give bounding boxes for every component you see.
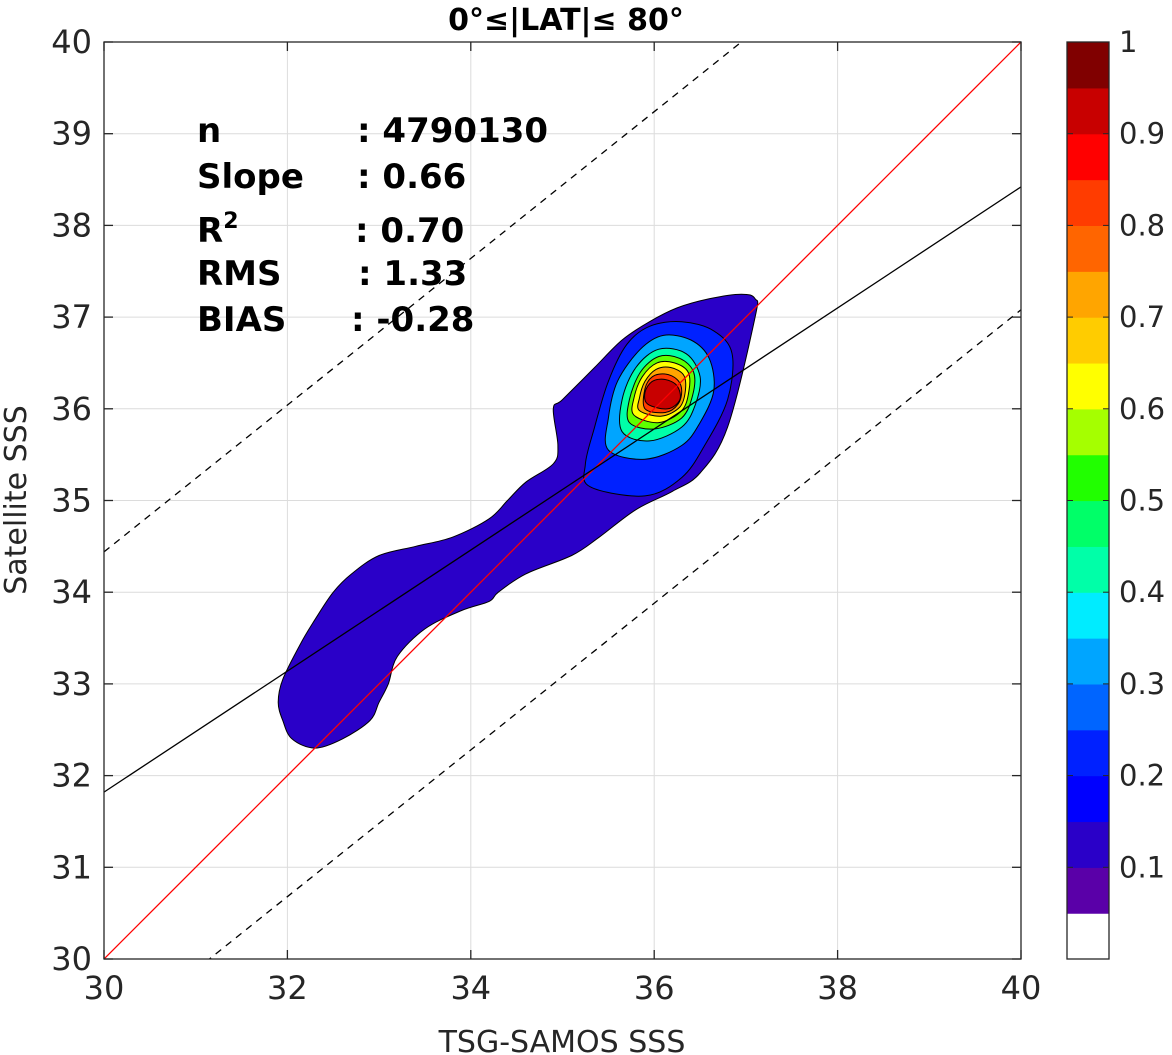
- contour-level: [644, 378, 681, 410]
- y-tick-label: 32: [51, 757, 92, 795]
- y-tick-label: 38: [51, 206, 92, 244]
- x-tick-label: 32: [267, 969, 308, 1007]
- stat-value: : 0.70: [355, 211, 464, 251]
- stat-label: Slope: [197, 157, 304, 197]
- stat-label: n: [197, 111, 221, 151]
- grid: [103, 41, 1022, 960]
- density-contours: [277, 293, 759, 749]
- colorbar-tick-label: 0.1: [1119, 850, 1165, 884]
- colorbar-tick-label: 0.3: [1119, 667, 1165, 701]
- colorbar-tick-label: 0.4: [1119, 575, 1165, 609]
- y-tick-label: 30: [51, 940, 92, 978]
- y-tick-label: 37: [51, 298, 92, 336]
- colorbar-segment: [1067, 408, 1109, 456]
- stat-value: : -0.28: [351, 300, 474, 340]
- x-tick-label: 40: [1001, 969, 1042, 1007]
- y-tick-label: 34: [51, 573, 92, 611]
- colorbar-tick-label: 0.6: [1119, 392, 1165, 426]
- colorbar-segment: [1067, 362, 1109, 410]
- x-tick-label: 36: [634, 969, 675, 1007]
- y-tick-label: 31: [51, 848, 92, 886]
- colorbar-segment: [1067, 867, 1109, 914]
- colorbar-segment: [1067, 546, 1109, 593]
- colorbar-segment: [1067, 592, 1109, 639]
- stat-value: : 1.33: [358, 254, 467, 294]
- colorbar-segment: [1067, 683, 1109, 731]
- stat-value: : 4790130: [357, 111, 548, 151]
- colorbar-segment: [1067, 133, 1109, 181]
- colorbar-tick-label: 1: [1119, 25, 1137, 59]
- x-axis-label: TSG-SAMOS SSS: [438, 1025, 686, 1055]
- colorbar-tick-label: 0.9: [1119, 117, 1165, 151]
- colorbar-segment: [1067, 225, 1109, 272]
- line-bound: [104, 42, 743, 553]
- colorbar-segment: [1067, 913, 1109, 960]
- colorbar-segment: [1067, 271, 1109, 318]
- colorbar-segment: [1067, 638, 1109, 685]
- colorbar-segment: [1067, 821, 1109, 868]
- y-tick-label: 40: [51, 23, 92, 61]
- line-fit: [104, 186, 1021, 793]
- reference-lines: [104, 42, 1021, 959]
- y-tick-label: 39: [51, 115, 92, 153]
- colorbar-segment: [1067, 87, 1109, 135]
- x-tick-label: 38: [817, 969, 858, 1007]
- y-axis-label: Satellite SSS: [0, 405, 34, 595]
- chart-title: 0°≤|LAT|≤ 80°: [448, 3, 684, 38]
- stat-label: RMS: [197, 254, 282, 294]
- colorbar-segment: [1067, 729, 1109, 777]
- y-tick-label: 33: [51, 665, 92, 703]
- colorbar-segment: [1067, 317, 1109, 364]
- colorbar-tick-label: 0.5: [1119, 484, 1165, 518]
- colorbar-tick-label: 0.2: [1119, 759, 1165, 793]
- stat-label: BIAS: [197, 300, 286, 340]
- stat-value: : 0.66: [357, 157, 466, 197]
- colorbar: 0.1 0.2 0.3 0.4 0.5 0.6 0.7 0.8 0.9 1: [1066, 25, 1165, 960]
- colorbar-segment: [1067, 42, 1109, 89]
- colorbar-tick-label: 0.8: [1119, 208, 1165, 242]
- colorbar-segment: [1067, 179, 1109, 226]
- line-bound: [208, 309, 1021, 959]
- colorbar-segment: [1067, 775, 1109, 823]
- y-tick-label: 36: [51, 390, 92, 428]
- colorbar-segment: [1067, 500, 1109, 547]
- y-tick-label: 35: [51, 482, 92, 520]
- line-1-1: [104, 42, 1021, 959]
- colorbar-segment: [1067, 454, 1109, 502]
- colorbar-tick-label: 0.7: [1119, 300, 1165, 334]
- x-tick-label: 30: [84, 969, 125, 1007]
- axis-ticks: 30 32 34 36 38 40 30 31 32 33 34 35 36 37 38 39 40: [51, 23, 1041, 1007]
- x-tick-label: 34: [450, 969, 491, 1007]
